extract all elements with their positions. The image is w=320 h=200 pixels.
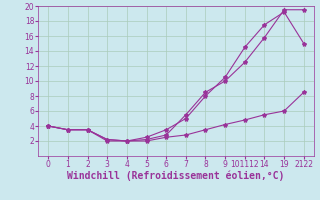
- X-axis label: Windchill (Refroidissement éolien,°C): Windchill (Refroidissement éolien,°C): [67, 171, 285, 181]
